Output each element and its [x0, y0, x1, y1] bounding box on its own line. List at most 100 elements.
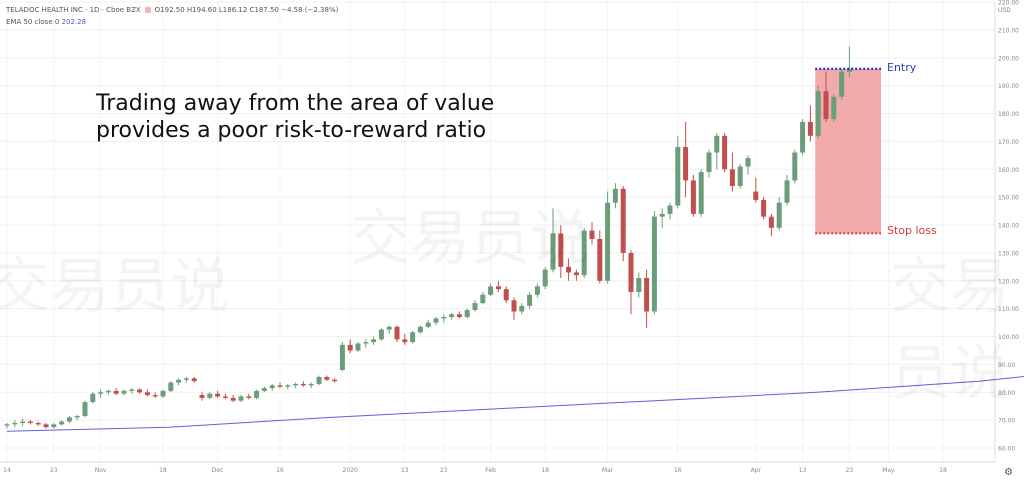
candle-body	[745, 158, 751, 167]
x-tick-label: 13	[799, 467, 807, 474]
y-tick-label: 130.00	[998, 250, 1019, 257]
candle-body	[566, 266, 572, 273]
candle-body	[261, 388, 267, 391]
candle-body	[324, 376, 330, 380]
candle-body	[839, 71, 845, 97]
x-tick-label: 23	[50, 467, 58, 474]
x-tick-label: 23	[440, 467, 448, 474]
candle-body	[698, 172, 704, 214]
candle-body	[831, 96, 837, 120]
y-tick-label: 150.00	[998, 195, 1019, 202]
candle-body	[667, 205, 673, 214]
y-tick-label: 120.00	[998, 278, 1019, 285]
symbol-header: TELADOC HEALTH INC · 1D · Cboe BZX O192.5…	[6, 6, 338, 14]
candle-body	[293, 383, 299, 386]
candle-body	[339, 344, 345, 370]
candle-body	[98, 392, 104, 394]
candle-body	[160, 390, 166, 397]
candle-body	[644, 278, 650, 312]
y-tick-label: 70.00	[998, 418, 1015, 425]
candle-body	[191, 378, 197, 382]
candle-body	[550, 233, 556, 270]
x-tick-label: Nov	[95, 467, 107, 474]
candle-body	[113, 390, 119, 394]
gear-icon[interactable]: ⚙	[1004, 467, 1013, 478]
candle-body	[706, 152, 712, 173]
y-tick-label: 160.00	[998, 167, 1019, 174]
candle-body	[690, 180, 696, 214]
y-tick-label: 220.00	[998, 0, 1019, 7]
candle-body	[285, 385, 291, 387]
candle-body	[815, 91, 821, 136]
candle-body	[168, 382, 174, 391]
x-tick-label: 2020	[343, 467, 358, 474]
y-tick-label: 140.00	[998, 223, 1019, 230]
candle-body	[12, 422, 18, 425]
y-tick-label: 200.00	[998, 55, 1019, 62]
candle-body	[90, 393, 96, 403]
candle-body	[620, 188, 626, 253]
candle-body	[503, 289, 509, 301]
candle-body	[480, 294, 486, 304]
candle-body	[129, 389, 135, 391]
candle-body	[378, 329, 384, 340]
candle-body	[488, 286, 494, 295]
candle-body	[27, 421, 33, 423]
candle-body	[542, 269, 548, 287]
candle-body	[456, 314, 462, 318]
symbol-title: TELADOC HEALTH INC · 1D · Cboe BZX	[6, 6, 141, 14]
candle-body	[425, 322, 431, 327]
candle-body	[207, 393, 213, 398]
candle-body	[683, 146, 689, 181]
y-axis-unit: USD	[998, 8, 1011, 14]
y-tick-label: 90.00	[998, 362, 1015, 369]
candle-body	[35, 422, 41, 425]
candle-body	[137, 389, 143, 393]
candle-body	[472, 303, 478, 311]
candle-body	[573, 272, 579, 276]
x-tick-label: 18	[939, 467, 947, 474]
candle-body	[74, 416, 80, 418]
candle-body	[846, 68, 852, 72]
x-tick-label: Mar	[602, 467, 614, 474]
candle-body	[308, 383, 314, 386]
candle-body	[511, 300, 517, 312]
ohlc-values: O192.50 H194.60 L186.12 C187.50 −4.58 (−…	[154, 6, 339, 14]
candle-body	[66, 417, 72, 422]
x-tick-label: 16	[276, 467, 284, 474]
candle-body	[714, 135, 720, 153]
y-tick-label: 190.00	[998, 83, 1019, 90]
candle-body	[737, 166, 743, 186]
candle-body	[176, 379, 182, 383]
entry-label: Entry	[887, 61, 917, 74]
candle-body	[152, 395, 158, 397]
y-tick-label: 80.00	[998, 390, 1015, 397]
candle-body	[527, 294, 533, 306]
candle-body	[807, 121, 813, 136]
annotation-line-2: provides a poor risk-to-reward ratio	[96, 118, 487, 143]
candle-body	[222, 396, 228, 398]
y-tick-label: 210.00	[998, 27, 1019, 34]
candle-body	[277, 385, 283, 387]
y-tick-label: 110.00	[998, 306, 1019, 313]
candle-body	[215, 393, 221, 397]
candle-body	[659, 213, 665, 217]
candle-body	[410, 332, 416, 343]
x-tick-label: Feb	[485, 467, 496, 474]
x-tick-label: Dec	[212, 467, 224, 474]
candle-body	[722, 135, 728, 170]
candle-body	[347, 344, 353, 351]
candle-body	[183, 378, 189, 380]
candle-body	[464, 310, 470, 318]
candle-body	[51, 424, 57, 428]
candle-body	[82, 402, 88, 416]
candle-body	[59, 421, 65, 425]
x-tick-label: May	[882, 467, 895, 474]
candle-body	[753, 191, 759, 200]
candle-body	[43, 424, 49, 428]
x-tick-label: 13	[401, 467, 409, 474]
candle-body	[581, 230, 587, 276]
candle-body	[823, 91, 829, 120]
ema-value: 202.28	[61, 18, 87, 26]
